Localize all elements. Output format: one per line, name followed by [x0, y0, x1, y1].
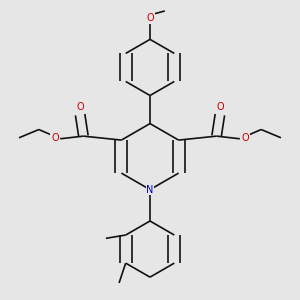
Text: O: O	[216, 102, 224, 112]
Text: O: O	[76, 102, 84, 112]
Text: O: O	[146, 13, 154, 22]
Text: N: N	[146, 184, 154, 195]
Text: O: O	[51, 133, 59, 143]
Text: O: O	[241, 133, 249, 143]
